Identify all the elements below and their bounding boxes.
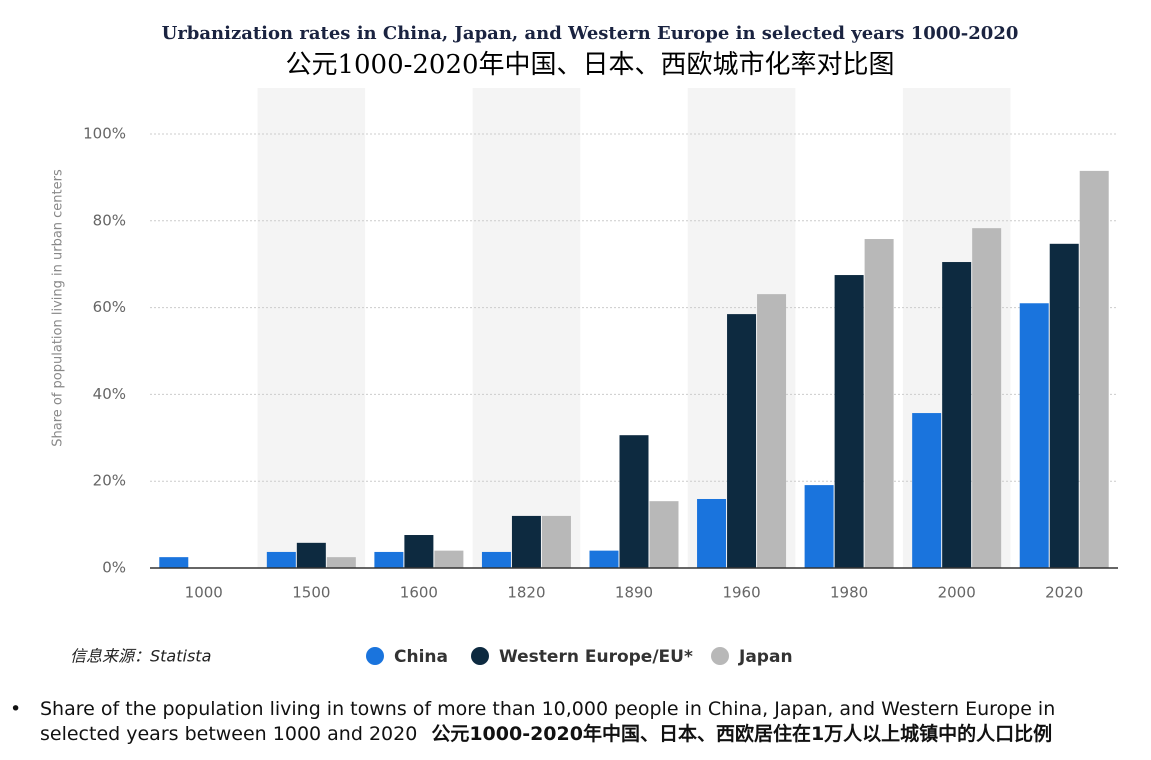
- y-tick-label: 20%: [93, 472, 126, 490]
- bar: [541, 515, 571, 568]
- y-tick-label: 40%: [93, 385, 126, 403]
- x-tick-label: 1600: [400, 584, 438, 602]
- bar: [374, 551, 404, 568]
- legend-label: Western Europe/EU*: [499, 647, 693, 667]
- bar: [757, 294, 787, 568]
- bar: [159, 557, 189, 568]
- x-tick-label: 1500: [292, 584, 330, 602]
- bar: [942, 262, 972, 568]
- band-shade: [472, 88, 581, 568]
- bar: [481, 551, 511, 568]
- y-tick-label: 60%: [93, 298, 126, 316]
- bar: [727, 314, 757, 568]
- source: 信息来源：Statista: [70, 647, 211, 666]
- bar: [619, 435, 649, 568]
- chart-subtitle: 公元1000-2020年中国、日本、西欧城市化率对比图: [285, 50, 894, 80]
- y-tick-label: 100%: [83, 125, 126, 143]
- bar: [804, 485, 834, 568]
- x-tick-label: 1820: [507, 584, 545, 602]
- bar: [649, 501, 679, 568]
- bar: [1049, 243, 1079, 568]
- legend-label: Japan: [738, 647, 793, 667]
- band-shade: [257, 88, 366, 568]
- bar: [834, 275, 864, 568]
- y-axis-label: Share of population living in urban cent…: [51, 169, 66, 447]
- bullet: •: [10, 698, 22, 720]
- bar: [326, 557, 356, 568]
- footnote: • Share of the population living in town…: [10, 697, 1140, 747]
- bar: [404, 535, 434, 568]
- bar: [1079, 170, 1109, 568]
- legend-label: China: [394, 647, 448, 667]
- x-tick-label: 1960: [722, 584, 760, 602]
- y-tick-label: 0%: [102, 559, 126, 577]
- bar: [296, 542, 326, 568]
- bar: [589, 550, 619, 568]
- bar: [972, 228, 1002, 569]
- footnote-en: Share of the population living in towns …: [40, 698, 1056, 745]
- bar: [434, 550, 464, 568]
- x-tick-label: 2000: [938, 584, 976, 602]
- x-tick-label: 2020: [1045, 584, 1083, 602]
- chart-title: Urbanization rates in China, Japan, and …: [162, 23, 1019, 44]
- x-tick-label: 1980: [830, 584, 868, 602]
- bar: [266, 551, 296, 568]
- legend-marker: [366, 647, 384, 665]
- bar: [511, 515, 541, 568]
- x-tick-label: 1000: [185, 584, 223, 602]
- bar: [864, 239, 894, 568]
- x-tick-label: 1890: [615, 584, 653, 602]
- y-tick-label: 80%: [93, 211, 126, 229]
- footnote-text: Share of the population living in towns …: [40, 697, 1140, 747]
- legend-marker: [711, 647, 729, 665]
- bar: [697, 498, 727, 568]
- footnote-zh: 公元1000-2020年中国、日本、西欧居住在1万人以上城镇中的人口比例: [431, 723, 1053, 745]
- bar: [1019, 303, 1049, 568]
- legend-marker: [471, 647, 489, 665]
- chart: Urbanization rates in China, Japan, and …: [51, 23, 1118, 667]
- bar: [912, 413, 942, 568]
